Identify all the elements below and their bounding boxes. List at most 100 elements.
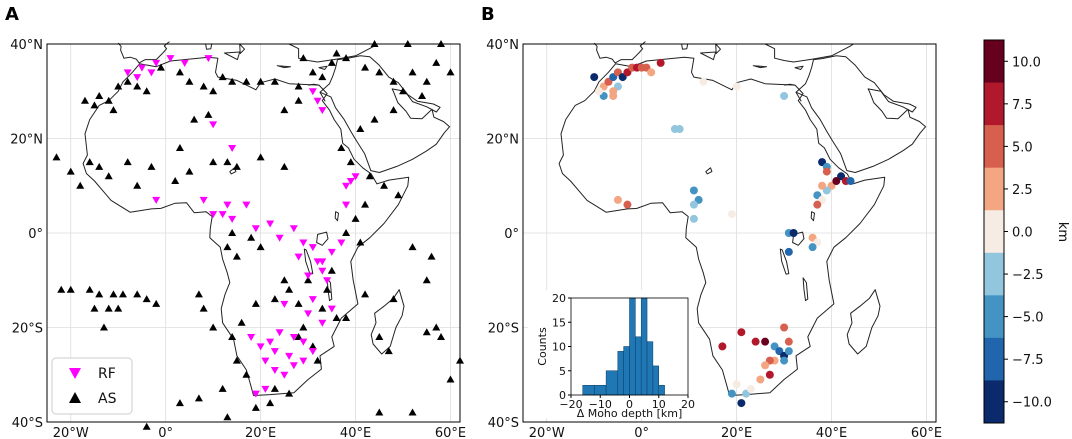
as-station-marker [204, 110, 213, 118]
as-station-marker [375, 332, 384, 340]
as-station-marker [142, 295, 151, 303]
as-station-marker [147, 162, 156, 170]
rf-station-marker [280, 371, 289, 379]
colorbar-tick-label: −10.0 [1012, 396, 1052, 411]
as-station-marker [427, 252, 436, 260]
rf-station-marker [251, 390, 260, 398]
as-station-marker [85, 285, 94, 293]
crete-coastline [276, 65, 291, 69]
as-station-marker [194, 290, 203, 298]
as-station-marker [90, 304, 99, 312]
y-tick-label: 40°S [12, 416, 43, 431]
as-station-marker [270, 384, 279, 392]
moho-difference-point [780, 356, 789, 365]
as-station-marker [66, 285, 75, 293]
moho-difference-point [832, 177, 841, 186]
moho-difference-point [765, 370, 774, 379]
italy-coastline [715, 43, 721, 54]
moho-difference-point [761, 361, 770, 370]
y-tick-label: 0° [28, 227, 43, 242]
histogram-bar [594, 385, 607, 396]
as-station-marker [266, 399, 275, 407]
as-station-marker [242, 370, 251, 378]
moho-difference-point [737, 399, 746, 408]
rf-station-marker [204, 55, 213, 63]
as-station-marker [95, 162, 104, 170]
as-station-marker [294, 82, 303, 90]
y-tick-label: 20°S [488, 322, 519, 337]
as-station-marker [408, 243, 417, 251]
as-station-marker [256, 153, 265, 161]
as-station-marker [361, 200, 370, 208]
as-station-marker [90, 101, 99, 109]
as-station-marker [133, 82, 142, 90]
histogram-bar [617, 351, 624, 396]
legend-rf-label: RF [98, 366, 116, 382]
as-station-marker [365, 172, 374, 180]
madagascar-coastline [370, 289, 405, 355]
rf-station-marker [137, 64, 146, 72]
x-tick-label: 20°E [245, 426, 276, 439]
x-tick-label: 20°W [53, 426, 89, 439]
y-tick-label: 20°N [486, 133, 519, 148]
inset-x-tick-label: 0 [626, 398, 633, 411]
moho-difference-point [590, 73, 599, 82]
rf-station-marker [289, 225, 298, 233]
rf-station-marker [313, 97, 322, 105]
colorbar-segment [984, 380, 1004, 424]
colorbar-segment [984, 337, 1004, 381]
as-station-marker [218, 73, 227, 81]
italy-coastline [239, 43, 245, 54]
as-station-marker [418, 91, 427, 99]
rf-station-marker [199, 196, 208, 204]
moho-difference-point [656, 58, 665, 67]
x-tick-label: 40°E [340, 426, 371, 439]
as-station-marker [370, 115, 379, 123]
as-station-marker [156, 63, 165, 71]
inset-y-tick-label: 10 [552, 341, 566, 354]
rf-station-marker [327, 305, 336, 313]
rf-station-marker [308, 88, 317, 96]
inset-xlabel: Δ Moho depth [km] [577, 407, 683, 420]
as-station-marker [251, 299, 260, 307]
rf-station-marker [261, 357, 270, 365]
x-tick-label: 60°E [435, 426, 466, 439]
as-station-marker [403, 40, 412, 47]
lake-victoria [792, 231, 805, 246]
rf-station-marker [351, 173, 360, 181]
as-station-marker [142, 422, 151, 430]
as-station-marker [95, 290, 104, 298]
lake-chad [229, 167, 237, 175]
as-station-marker [99, 323, 108, 331]
moho-difference-point [780, 323, 789, 332]
map-frame [46, 43, 461, 423]
cyprus-coastline [794, 65, 804, 70]
colorbar-tick-label: −2.5 [1012, 268, 1044, 283]
as-station-marker [370, 40, 379, 47]
as-station-marker [308, 68, 317, 76]
moho-difference-point [846, 177, 855, 186]
as-station-marker [228, 77, 237, 85]
colorbar-segment [984, 82, 1004, 126]
rf-station-marker [270, 348, 279, 356]
as-station-marker [361, 63, 370, 71]
as-station-marker [446, 375, 455, 383]
rf-station-marker [123, 69, 132, 77]
histogram-bar [652, 365, 660, 396]
moho-difference-point [718, 342, 727, 351]
colorbar-tick-label: −7.5 [1012, 353, 1044, 368]
histogram-bar [646, 341, 654, 396]
histogram-bar [605, 370, 619, 396]
lake-turkana [334, 211, 339, 222]
colorbar-segment [984, 40, 1004, 84]
as-station-marker [399, 87, 408, 95]
lake-malawi [802, 277, 809, 302]
rf-station-marker [266, 338, 275, 346]
legend-as-label: AS [98, 391, 117, 407]
inset-y-tick-label: 20 [552, 292, 566, 305]
y-tick-label: 20°S [12, 322, 43, 337]
as-station-marker [332, 49, 341, 57]
as-station-marker [394, 191, 403, 199]
moho-difference-point [789, 229, 798, 237]
sicily-coastline [224, 51, 241, 61]
